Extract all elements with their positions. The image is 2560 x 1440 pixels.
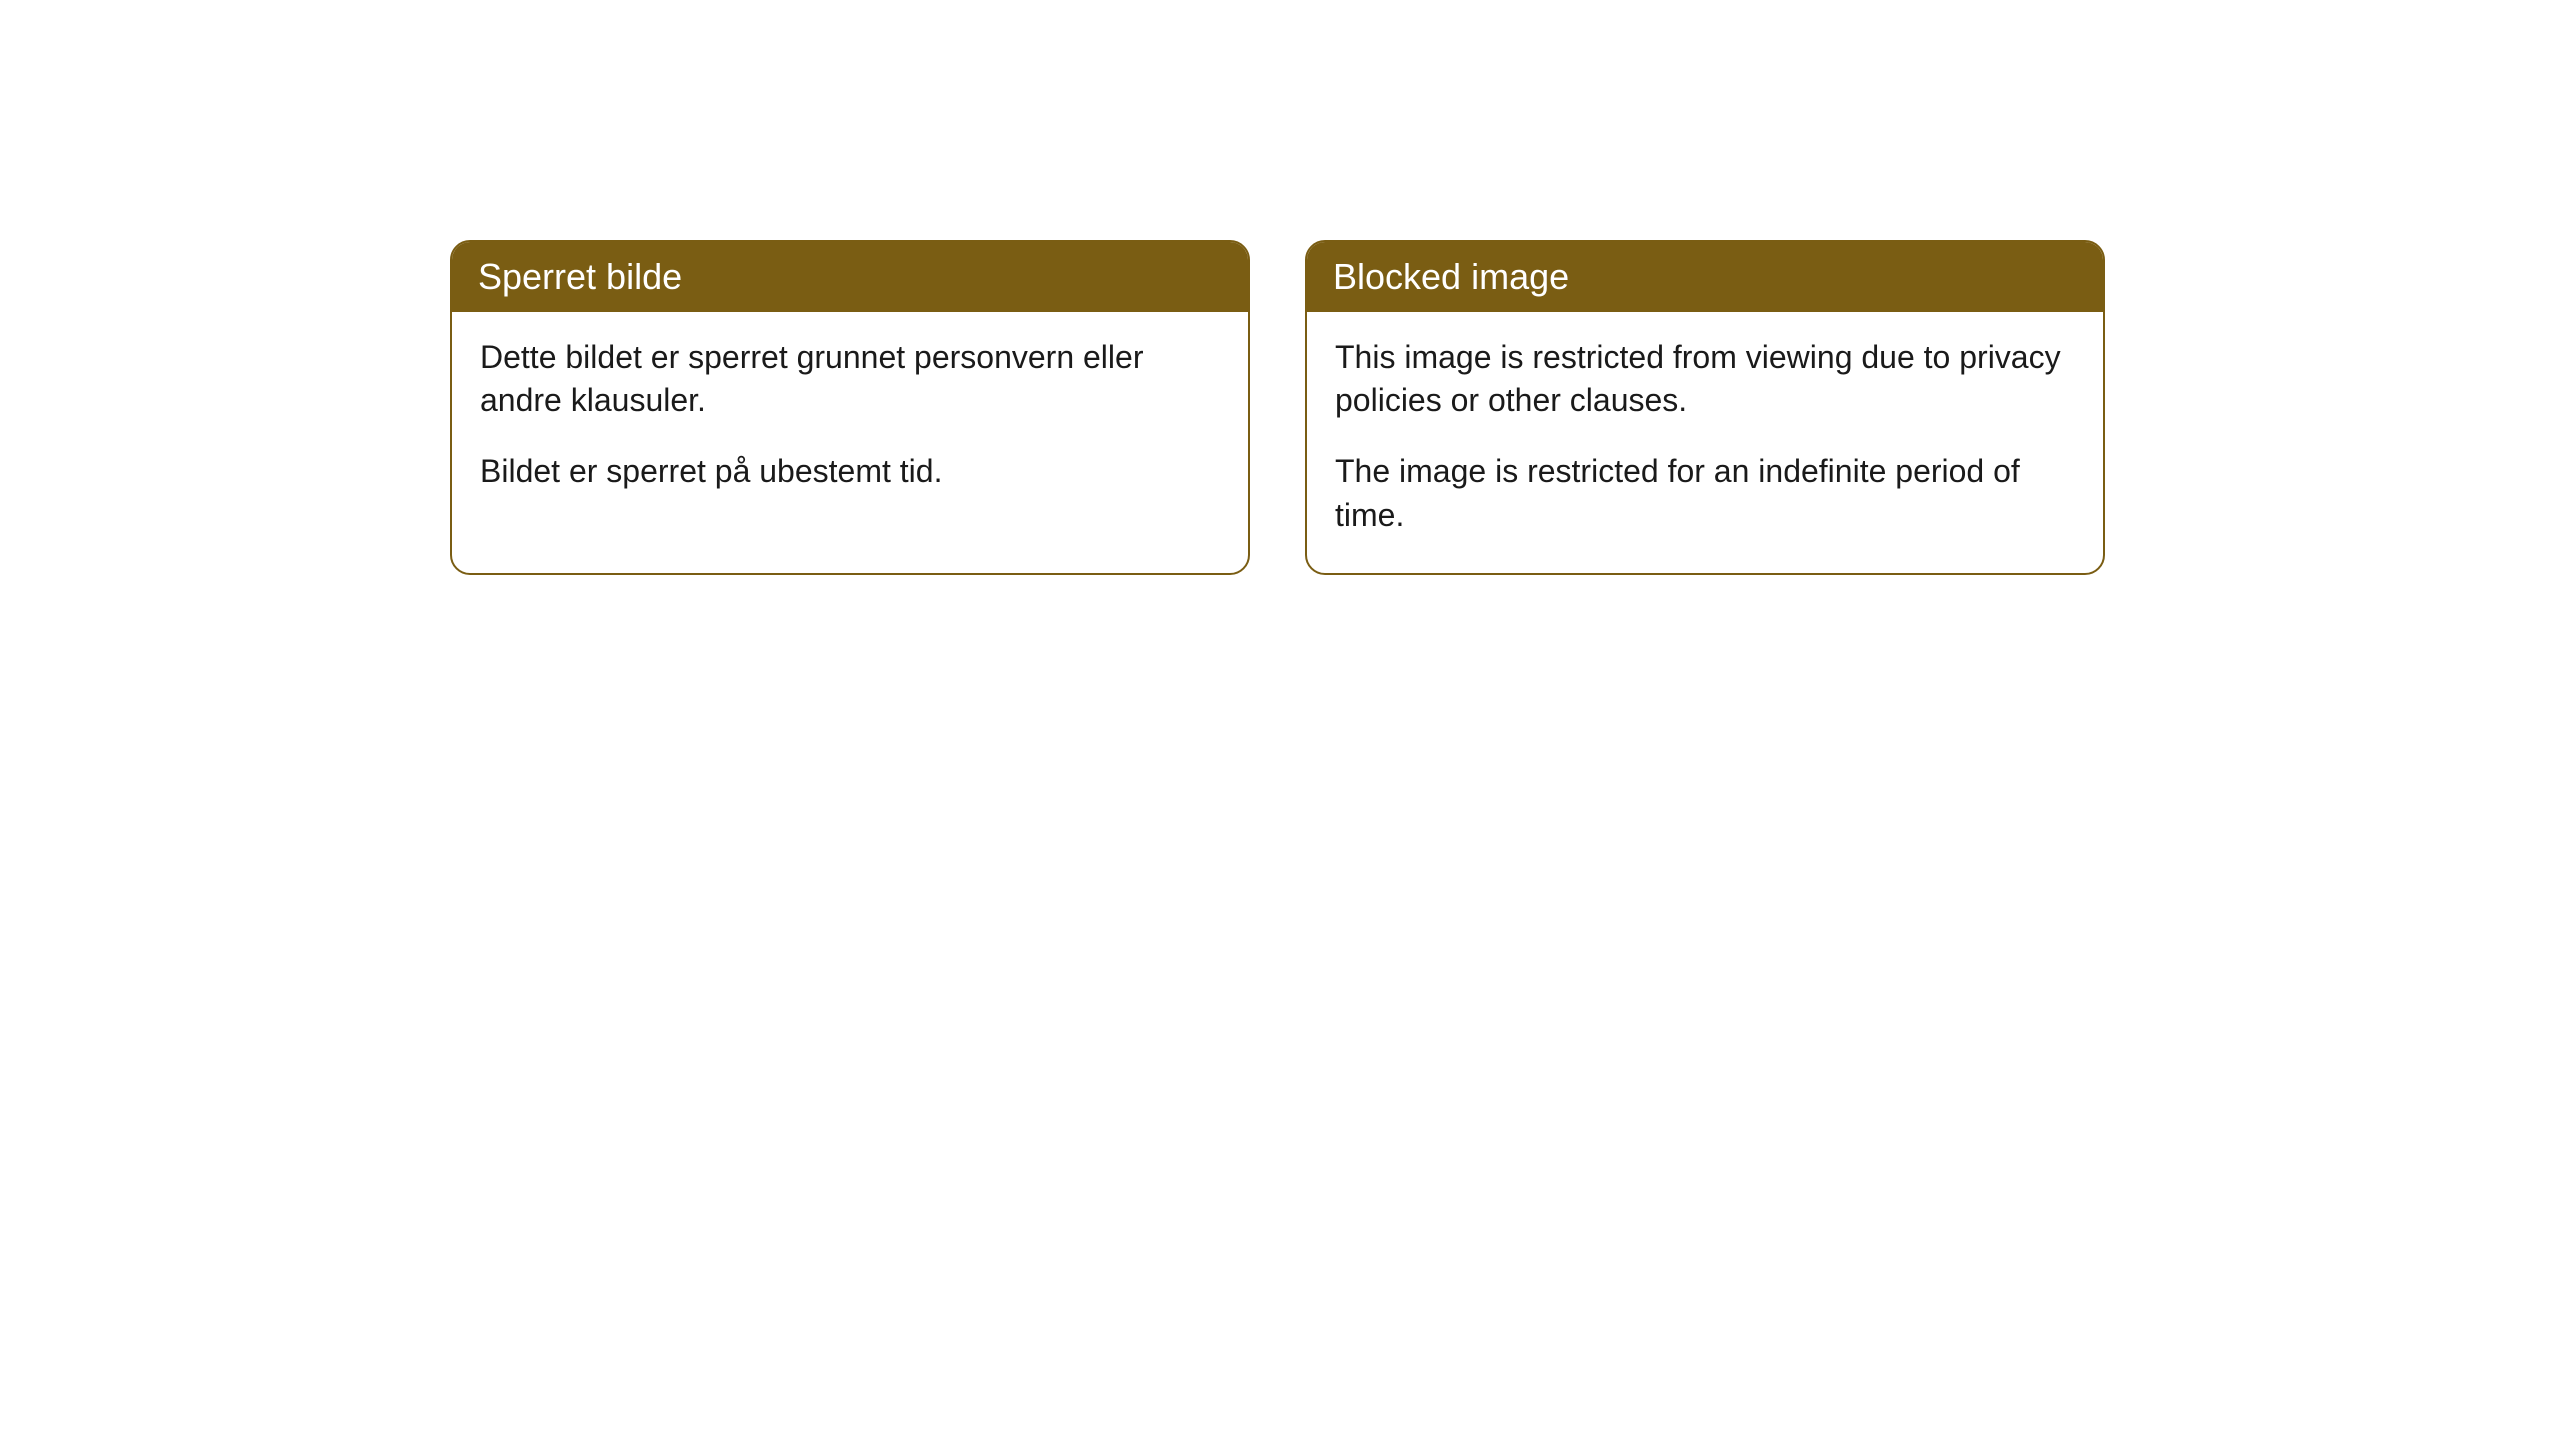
notice-cards-container: Sperret bilde Dette bildet er sperret gr… (450, 240, 2560, 575)
card-header: Sperret bilde (452, 242, 1248, 312)
card-title: Sperret bilde (478, 256, 682, 297)
card-header: Blocked image (1307, 242, 2103, 312)
card-body: This image is restricted from viewing du… (1307, 312, 2103, 573)
card-paragraph: This image is restricted from viewing du… (1335, 336, 2075, 422)
card-paragraph: Dette bildet er sperret grunnet personve… (480, 336, 1220, 422)
card-body: Dette bildet er sperret grunnet personve… (452, 312, 1248, 530)
card-paragraph: The image is restricted for an indefinit… (1335, 450, 2075, 536)
card-paragraph: Bildet er sperret på ubestemt tid. (480, 450, 1220, 493)
card-title: Blocked image (1333, 256, 1569, 297)
blocked-image-card-english: Blocked image This image is restricted f… (1305, 240, 2105, 575)
blocked-image-card-norwegian: Sperret bilde Dette bildet er sperret gr… (450, 240, 1250, 575)
